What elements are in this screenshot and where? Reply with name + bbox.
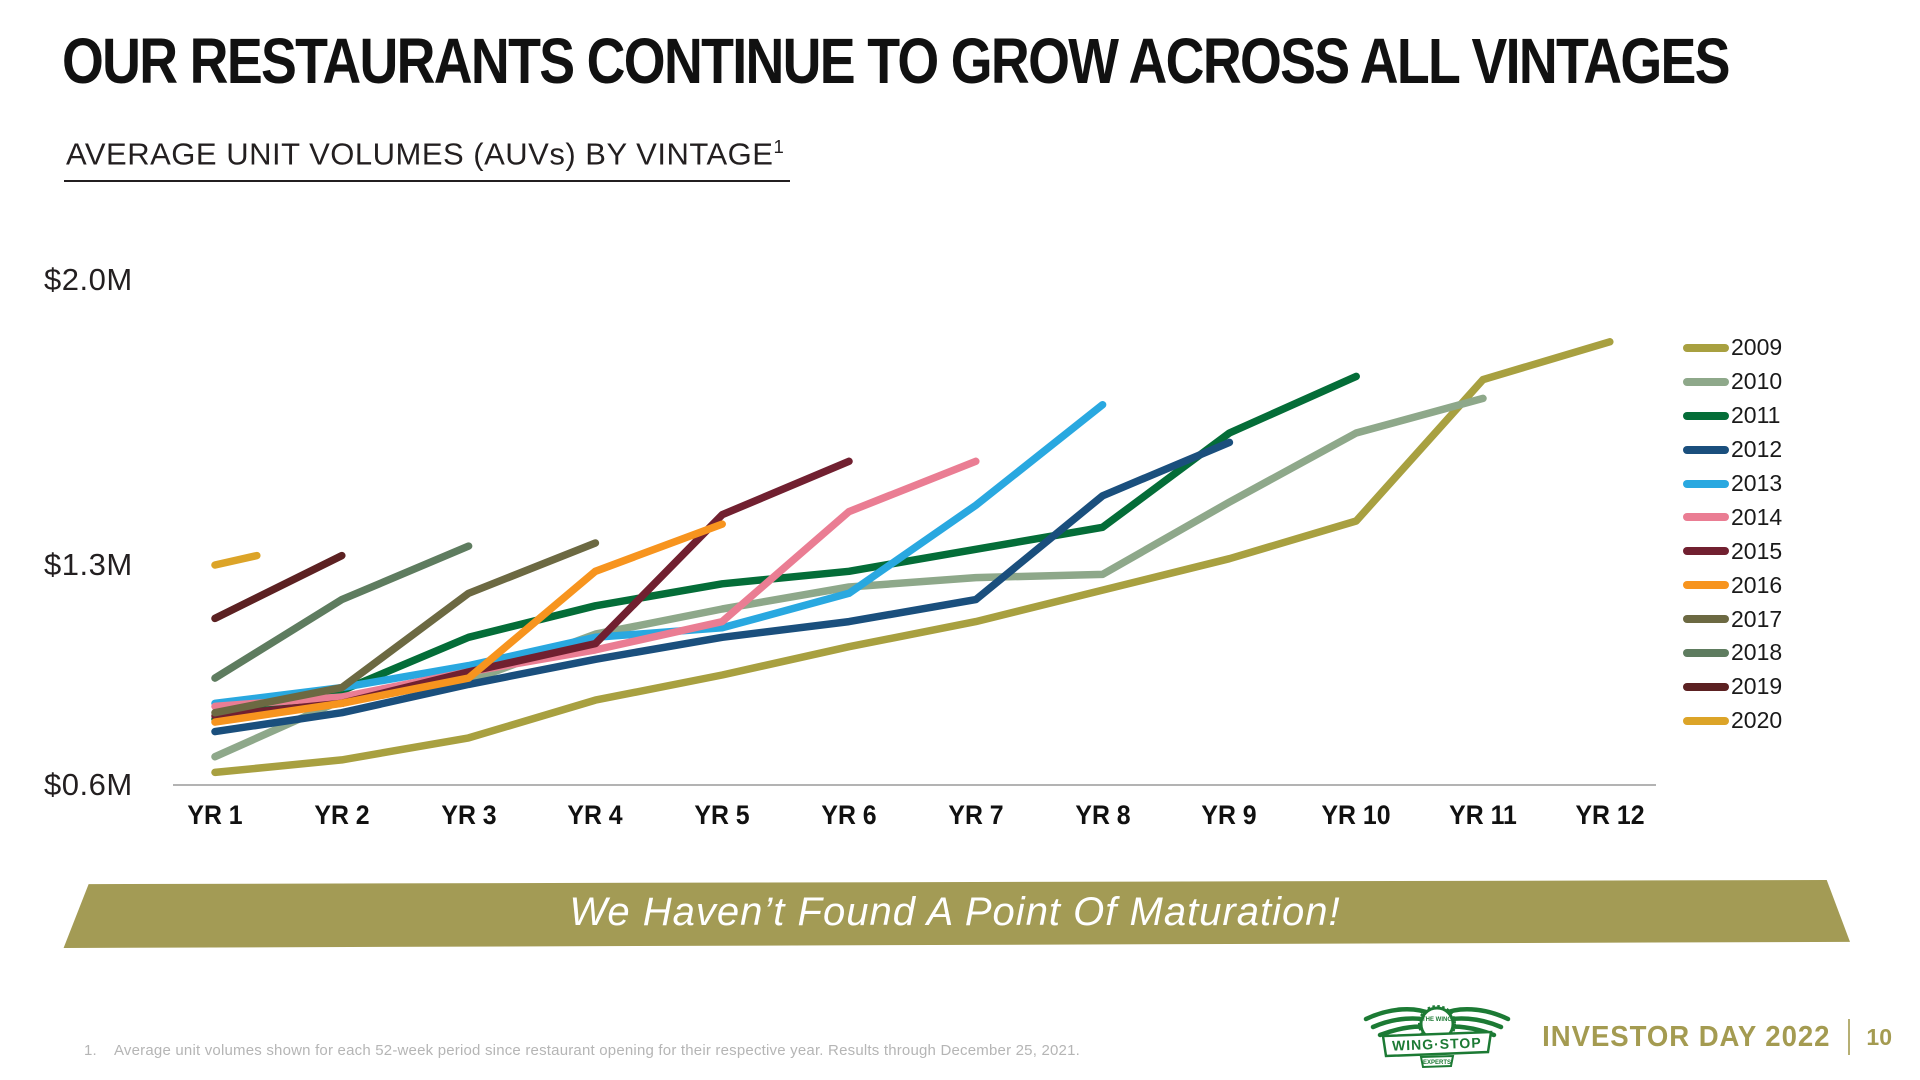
footnote: 1. Average unit volumes shown for each 52…	[84, 1042, 1080, 1059]
y-tick-2: $2.0M	[44, 262, 133, 297]
legend-label-2019: 2019	[1731, 673, 1783, 700]
legend-label-2012: 2012	[1731, 436, 1783, 463]
legend-label-2015: 2015	[1731, 537, 1783, 564]
series-line-2014	[211, 457, 980, 711]
legend-swatch-2017	[1683, 615, 1729, 624]
footnote-number: 1.	[84, 1042, 97, 1059]
series-line-2016	[211, 520, 726, 726]
slide-title: OUR RESTAURANTS CONTINUE TO GROW ACROSS …	[62, 25, 1731, 97]
chart-legend: 2009 2010 2011 2012 2013 2014 2015 2016 2017 2018…	[1683, 331, 1782, 738]
wingstop-logo: THE WING WING·STOP EXPERTS	[1363, 1005, 1511, 1069]
legend-label-2017: 2017	[1731, 605, 1783, 632]
logo-top-text: THE WING	[1422, 1017, 1452, 1023]
y-tick-1.3: $1.3M	[44, 547, 133, 582]
y-tick-0.6: $0.6M	[44, 767, 133, 802]
chart-title-text: AVERAGE UNIT VOLUMES (AUVs) BY VINTAGE	[66, 136, 774, 172]
series-line-2020	[211, 551, 261, 569]
legend-label-2016: 2016	[1731, 571, 1783, 598]
x-tick-1: YR 1	[187, 800, 243, 830]
legend-label-2013: 2013	[1731, 470, 1783, 496]
legend-swatch-2018	[1683, 648, 1729, 657]
x-tick-11: YR 11	[1449, 800, 1517, 830]
series-line-2015	[211, 457, 853, 720]
legend-swatch-2015	[1683, 547, 1729, 556]
legend-swatch-2014	[1683, 513, 1729, 522]
x-tick-8: YR 8	[1074, 800, 1131, 830]
chart-title: AVERAGE UNIT VOLUMES (AUVs) BY VINTAGE1	[64, 136, 791, 183]
footer: THE WING WING·STOP EXPERTS INVESTOR DAY …	[1361, 1004, 1892, 1070]
x-tick-2: YR 2	[314, 800, 370, 830]
series-line-2017	[211, 539, 600, 717]
legend-item-2019: 2019	[1683, 670, 1782, 704]
legend-label-2010: 2010	[1731, 368, 1783, 395]
chart-title-footnote-marker: 1	[773, 136, 785, 157]
series-line-2019	[211, 551, 346, 623]
legend-swatch-2012	[1683, 445, 1729, 454]
logo-bottom-text: EXPERTS	[1423, 1060, 1451, 1066]
x-tick-4: YR 4	[567, 800, 624, 830]
legend-item-2014: 2014	[1683, 500, 1782, 534]
banner-text: We Haven’t Found A Point Of Maturation!	[569, 889, 1341, 934]
series-line-2011	[211, 372, 1360, 723]
series-line-2010	[211, 394, 1487, 761]
page-number: 10	[1866, 1023, 1892, 1050]
legend-item-2018: 2018	[1683, 636, 1782, 670]
series-line-2018	[211, 542, 473, 682]
x-tick-6: YR 6	[821, 800, 877, 830]
maturation-banner: We Haven’t Found A Point Of Maturation!	[63, 880, 1850, 948]
legend-swatch-2019	[1683, 682, 1729, 691]
legend-item-2010: 2010	[1683, 365, 1782, 399]
x-tick-5: YR 5	[694, 800, 750, 830]
investor-day-label: INVESTOR DAY 2022	[1542, 1020, 1831, 1053]
legend-item-2016: 2016	[1683, 568, 1782, 602]
legend-item-2015: 2015	[1683, 534, 1782, 568]
logo-brand-text: WING·STOP	[1392, 1034, 1482, 1053]
series-line-2012	[211, 438, 1234, 736]
footer-divider	[1848, 1019, 1851, 1055]
legend-swatch-2010	[1683, 377, 1729, 386]
legend-swatch-2009	[1683, 343, 1729, 352]
legend-swatch-2016	[1683, 581, 1729, 590]
legend-swatch-2020	[1683, 716, 1729, 725]
legend-label-2014: 2014	[1731, 503, 1783, 530]
x-tick-12: YR 12	[1575, 800, 1645, 830]
legend-label-2020: 2020	[1731, 707, 1783, 734]
legend-label-2011: 2011	[1731, 402, 1781, 429]
x-tick-9: YR 9	[1201, 800, 1258, 830]
legend-label-2009: 2009	[1731, 334, 1783, 361]
footnote-text: Average unit volumes shown for each 52-w…	[114, 1042, 1080, 1059]
legend-label-2018: 2018	[1731, 639, 1783, 666]
legend-swatch-2013	[1683, 479, 1729, 488]
x-tick-7: YR 7	[948, 800, 1004, 830]
legend-item-2020: 2020	[1683, 704, 1782, 738]
legend-item-2012: 2012	[1683, 433, 1782, 467]
legend-item-2017: 2017	[1683, 602, 1782, 636]
legend-item-2011: 2011	[1683, 399, 1782, 433]
x-tick-3: YR 3	[440, 800, 497, 830]
legend-item-2009: 2009	[1683, 331, 1782, 365]
series-line-2009	[211, 338, 1614, 777]
legend-item-2013: 2013	[1683, 467, 1782, 501]
legend-swatch-2011	[1683, 411, 1729, 420]
x-tick-10: YR 10	[1321, 800, 1391, 830]
